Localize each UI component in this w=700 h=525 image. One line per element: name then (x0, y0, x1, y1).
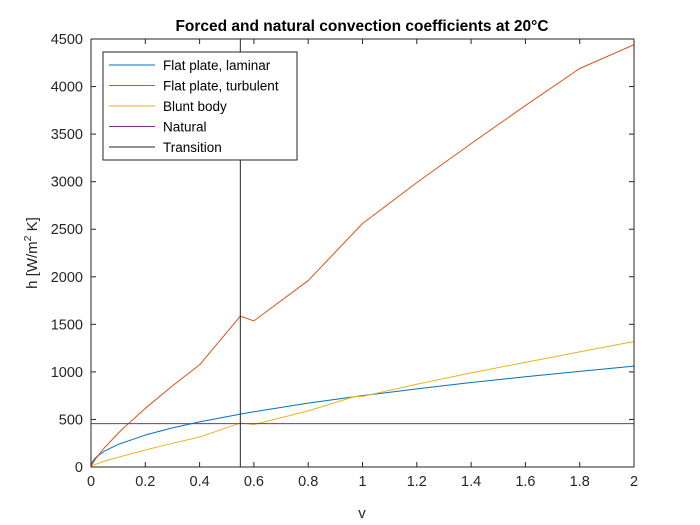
y-tick-label: 3500 (51, 127, 83, 143)
legend-label-1: Flat plate, turbulent (163, 79, 279, 94)
legend: Flat plate, laminar Flat plate, turbulent… (102, 51, 298, 161)
x-tick-label: 1.4 (461, 474, 481, 490)
y-axis-ticks: 0 500 1000 1500 2000 2500 3000 3500 4000 4500 (51, 32, 634, 476)
y-axis-label-tail: K] (24, 217, 41, 235)
y-tick-label: 1000 (51, 365, 83, 381)
legend-entries: Flat plate, laminar Flat plate, turbulent… (109, 58, 279, 155)
series-line-1 (91, 44, 634, 467)
x-axis-label: v (358, 505, 366, 522)
x-tick-label: 1 (358, 474, 366, 490)
legend-label-0: Flat plate, laminar (163, 58, 271, 73)
y-tick-label: 2500 (51, 222, 83, 238)
y-tick-label: 4500 (51, 32, 83, 48)
y-tick-label: 0 (75, 460, 83, 476)
x-tick-label: 0.2 (135, 474, 155, 490)
x-tick-label: 0.8 (298, 474, 318, 490)
y-tick-label: 1500 (51, 317, 83, 333)
y-tick-label: 500 (59, 412, 83, 428)
x-tick-label: 0.6 (244, 474, 264, 490)
y-tick-label: 4000 (51, 80, 83, 96)
y-axis-label-main: h [W/m (24, 241, 41, 289)
x-tick-label: 1.8 (570, 474, 590, 490)
legend-label-3: Natural (163, 120, 207, 135)
y-tick-label: 2000 (51, 270, 83, 286)
chart-title: Forced and natural convection coefficien… (175, 18, 548, 35)
legend-label-4: Transition (163, 140, 222, 155)
y-tick-label: 3000 (51, 175, 83, 191)
y-axis-label-superscript: 2 (22, 235, 34, 241)
legend-label-2: Blunt body (163, 99, 227, 114)
x-tick-label: 2 (630, 474, 638, 490)
y-axis-label: h [W/m2 K] (22, 217, 41, 289)
x-tick-label: 0 (87, 474, 95, 490)
x-tick-label: 1.6 (515, 474, 535, 490)
x-tick-label: 1.2 (407, 474, 427, 490)
x-axis-ticks: 0 0.2 0.4 0.6 0.8 1 1.2 1.4 1.6 1.8 2 (87, 39, 638, 490)
x-tick-label: 0.4 (190, 474, 210, 490)
